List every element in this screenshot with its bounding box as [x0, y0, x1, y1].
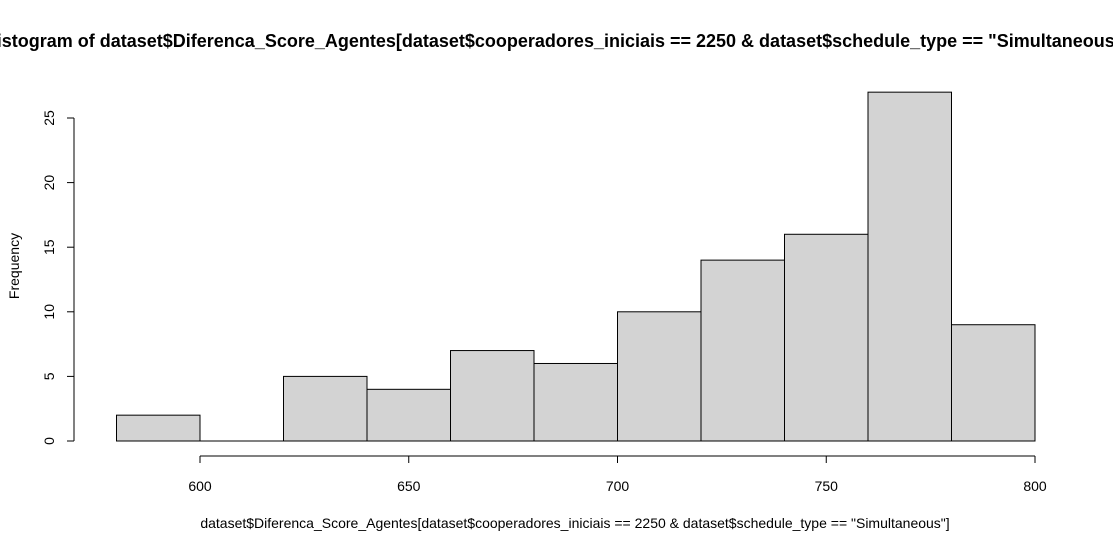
- y-tick-label: 10: [41, 304, 57, 320]
- x-tick-label: 800: [1023, 478, 1047, 494]
- histogram-bar: [116, 414, 201, 442]
- y-tick-label: 15: [41, 239, 57, 255]
- histogram-bar: [700, 259, 785, 442]
- x-tick-label: 700: [606, 478, 630, 494]
- x-axis: 600 650 700 750 800: [188, 455, 1047, 494]
- x-tick-label: 650: [397, 478, 421, 494]
- y-tick-label: 0: [41, 437, 57, 445]
- histogram-bar: [784, 233, 869, 442]
- histogram-bar: [617, 311, 702, 442]
- x-tick-label: 600: [188, 478, 212, 494]
- chart-title: Histogram of dataset$Diferenca_Score_Age…: [0, 31, 1113, 51]
- histogram-bar: [283, 375, 368, 442]
- histogram-bar: [366, 388, 451, 442]
- bars-group: [116, 91, 1036, 442]
- y-tick-label: 20: [41, 175, 57, 191]
- x-tick-label: 750: [815, 478, 839, 494]
- histogram-bar: [867, 91, 952, 442]
- x-axis-label: dataset$Diferenca_Score_Agentes[dataset$…: [200, 515, 949, 531]
- histogram-bar: [533, 362, 618, 442]
- y-tick-label: 25: [41, 110, 57, 126]
- y-axis-label: Frequency: [6, 233, 22, 299]
- histogram-bar: [450, 350, 535, 442]
- y-tick-label: 5: [41, 372, 57, 380]
- histogram-bar: [951, 324, 1036, 442]
- y-axis: 0 5 10 15 20 25: [41, 110, 75, 445]
